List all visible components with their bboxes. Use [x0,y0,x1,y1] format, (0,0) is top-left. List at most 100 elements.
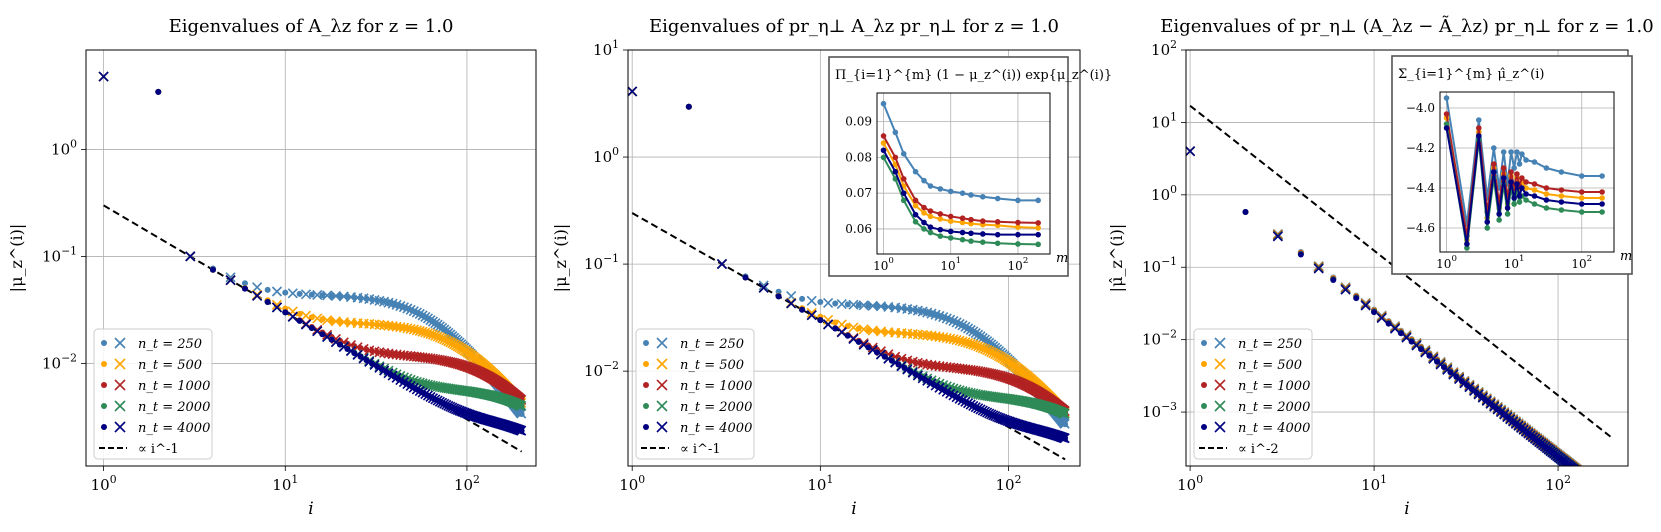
eigenvalue-dot [1604,490,1610,496]
y-tick-label: 10−2 [584,359,619,380]
eigenvalue-dot [1581,474,1587,480]
eigenvalue-dot [1297,251,1304,258]
inset-point [1531,187,1538,193]
eigenvalue-dot [1603,490,1609,496]
eigenvalue-dot [685,103,692,110]
eigenvalue-dot [1604,490,1610,496]
eigenvalue-marker [1599,487,1608,496]
eigenvalue-dot [1605,494,1611,500]
eigenvalue-marker [1592,481,1601,490]
eigenvalue-dot [1584,477,1590,483]
inset-point [1476,125,1482,131]
inset-point [1443,95,1450,101]
eigenvalue-marker [1601,490,1610,499]
eigenvalue-dot [1572,465,1575,466]
inset-point [1015,231,1021,238]
inset-point [1523,185,1529,191]
inset-point [1543,165,1550,171]
eigenvalue-marker [271,299,283,310]
eigenvalue-dot [1605,490,1611,496]
eigenvalue-marker [1590,480,1599,489]
eigenvalue-marker [1588,477,1597,486]
legend-dot-marker [1201,382,1207,388]
eigenvalue-marker [252,282,263,293]
eigenvalue-dot [1572,466,1578,472]
x-tick-label: 102 [454,473,480,494]
eigenvalue-marker [1604,490,1613,499]
inset-point [1491,161,1497,167]
eigenvalue-marker [1590,481,1599,490]
eigenvalue-dot [1602,490,1608,496]
x-tick-label: 101 [807,473,833,494]
eigenvalue-marker [1580,471,1589,480]
inset-point [892,129,899,136]
inset-point [1464,245,1470,251]
inset-chart: 100 101 102 −4.6 −4.4 −4.2 −4.0 m Σ_{i=1}^{m} μ̂… [1391,55,1633,275]
inset-point [1519,185,1525,191]
eigenvalue-marker [836,319,847,330]
inset-point [1558,199,1565,205]
inset-point [1558,187,1565,193]
eigenvalue-dot [1371,309,1378,316]
x-axis-label: i [1404,499,1409,519]
eigenvalue-dot [1576,465,1577,466]
eigenvalue-marker [1604,491,1613,500]
eigenvalue-dot [1576,470,1582,476]
eigenvalue-dot [1578,471,1584,477]
eigenvalue-marker [1595,482,1604,491]
eigenvalue-dot [518,427,525,434]
eigenvalue-marker [1606,493,1615,502]
eigenvalue-dot [518,403,525,410]
inset-point [1015,219,1021,226]
eigenvalue-dot [1609,496,1615,502]
eigenvalue-dot [1593,483,1599,489]
eigenvalue-marker [1600,487,1609,496]
eigenvalue-marker [1604,490,1613,499]
eigenvalue-dot [1610,498,1616,504]
eigenvalue-marker [287,311,298,322]
eigenvalue-dot [1596,484,1602,490]
inset-x-tick-label: 100 [873,256,894,273]
eigenvalue-dot [1595,484,1601,490]
inset-point [994,195,1001,202]
eigenvalue-marker [1571,465,1580,466]
y-tick-label: 101 [1151,110,1177,131]
eigenvalue-marker [1596,484,1605,493]
legend-label: ∝ i^-1 [138,442,179,457]
eigenvalue-marker [1585,476,1594,485]
y-tick-label: 10−1 [584,252,619,273]
eigenvalue-marker [1573,467,1582,476]
eigenvalue-dot [1606,493,1612,499]
eigenvalue-marker [1589,480,1598,489]
eigenvalue-dot [1576,469,1582,475]
inset-point [959,215,966,222]
eigenvalue-marker [1597,486,1606,495]
legend-label: n_t = 1000 [680,379,752,394]
eigenvalue-marker [656,400,668,412]
eigenvalue-dot [1590,480,1596,486]
eigenvalue-dot [1610,497,1616,503]
eigenvalue-dot [1592,480,1598,486]
eigenvalue-marker [1601,487,1610,496]
eigenvalue-marker [1608,493,1617,502]
eigenvalue-marker [1595,483,1604,492]
eigenvalue-marker [1595,485,1604,494]
x-tick-label: 101 [272,473,298,494]
inset-point [1599,209,1605,215]
eigenvalue-marker [1585,478,1594,487]
data-area [1186,104,1617,504]
inset-point [968,216,974,223]
eigenvalue-dot [1572,467,1578,473]
inset-point [1599,173,1605,179]
inset-point [1508,169,1514,175]
eigenvalue-dot [344,346,351,353]
inset-point [937,211,944,217]
eigenvalue-dot [1589,478,1595,484]
eigenvalue-marker [1608,494,1617,503]
eigenvalue-marker [1575,468,1584,477]
eigenvalue-dot [1586,476,1592,482]
eigenvalue-marker [1591,479,1600,488]
eigenvalue-marker [1574,468,1583,477]
eigenvalue-marker [1575,469,1584,478]
